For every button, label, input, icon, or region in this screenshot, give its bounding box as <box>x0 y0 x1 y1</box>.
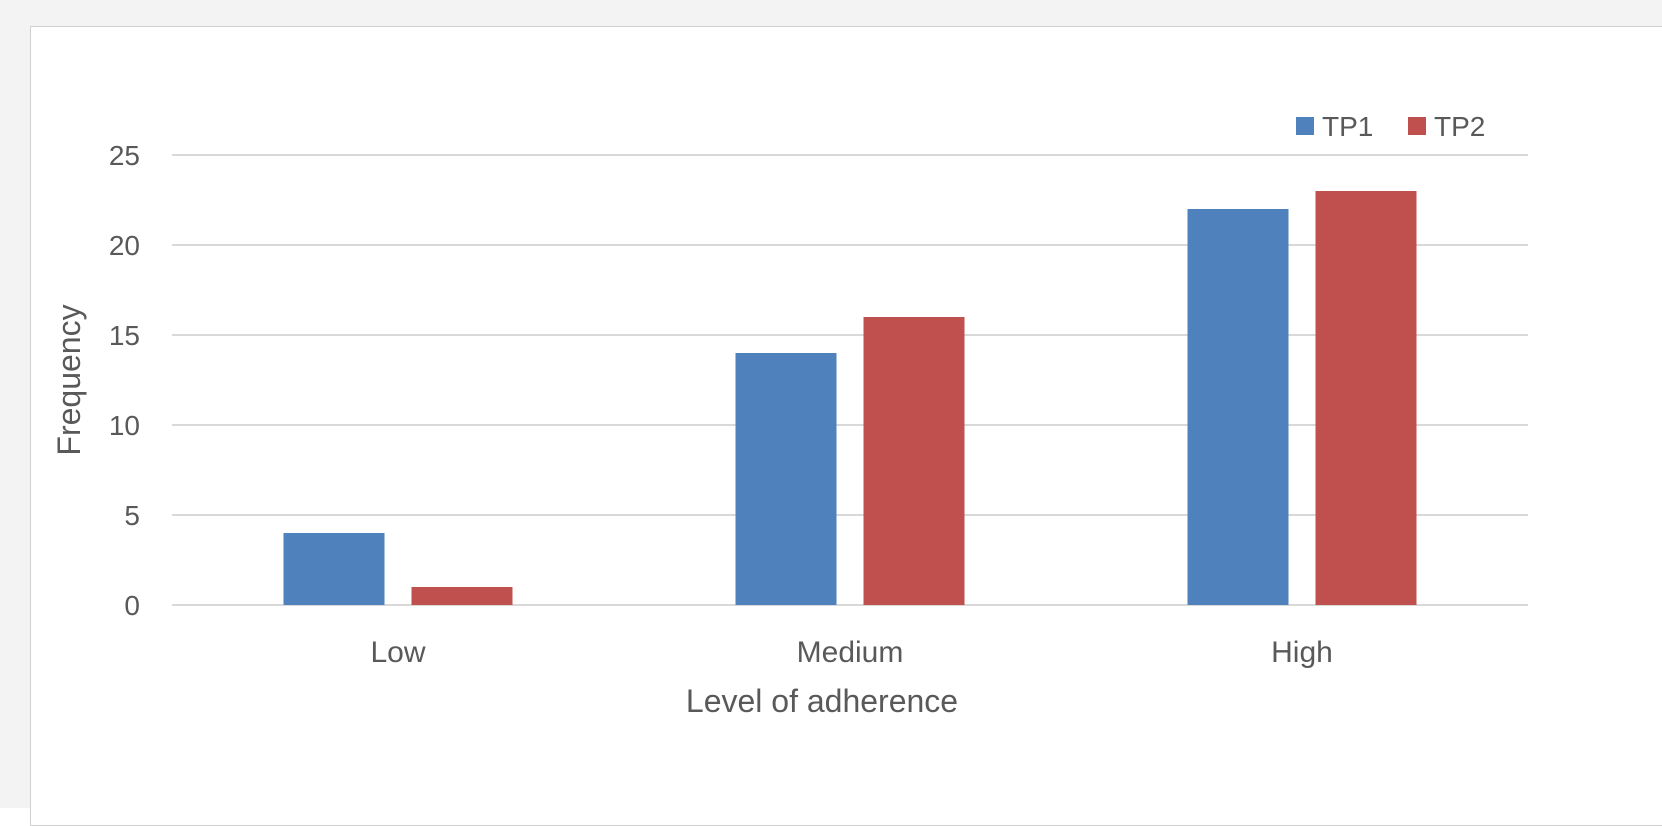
bar-tp2-low <box>411 587 513 605</box>
x-axis-title: Level of adherence <box>686 683 958 719</box>
x-axis-categories: Low Medium High <box>370 636 1332 669</box>
y-tick-label: 0 <box>124 590 140 621</box>
x-category-label: Low <box>370 636 425 669</box>
y-tick-label: 5 <box>124 500 140 531</box>
legend: TP1 TP2 <box>1296 111 1485 142</box>
bars <box>283 191 1417 605</box>
bar-chart: 0 5 10 15 20 25 Low Medium High Frequency Level… <box>51 111 1528 719</box>
bar-tp1-medium <box>735 353 837 605</box>
bar-tp2-medium <box>863 317 965 605</box>
bar-tp1-low <box>283 533 385 605</box>
y-axis-title: Frequency <box>51 304 87 455</box>
legend-swatch-tp1 <box>1296 117 1314 135</box>
legend-label-tp1: TP1 <box>1322 111 1373 142</box>
x-category-label: Medium <box>797 636 904 669</box>
legend-swatch-tp2 <box>1408 117 1426 135</box>
bar-tp2-high <box>1315 191 1417 605</box>
x-category-label: High <box>1271 636 1333 669</box>
y-tick-label: 15 <box>109 320 140 351</box>
legend-label-tp2: TP2 <box>1434 111 1485 142</box>
y-axis-ticks: 0 5 10 15 20 25 <box>109 140 140 621</box>
y-tick-label: 10 <box>109 410 140 441</box>
y-tick-label: 25 <box>109 140 140 171</box>
y-tick-label: 20 <box>109 230 140 261</box>
gridlines <box>172 154 1528 606</box>
bar-tp1-high <box>1187 209 1289 605</box>
